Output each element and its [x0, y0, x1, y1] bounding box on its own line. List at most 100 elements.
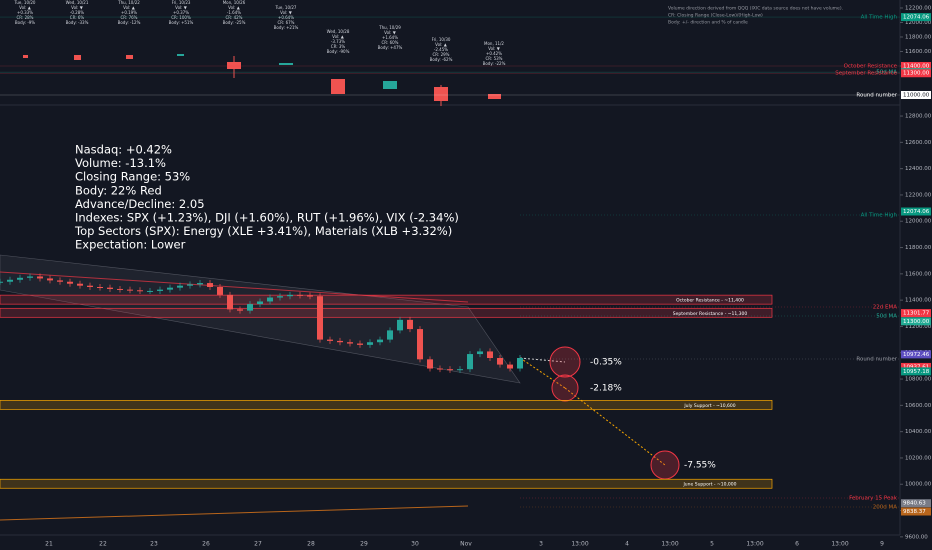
summary-line: Nasdaq: +0.42% — [75, 143, 172, 157]
daily-summary: Vol: ▲ — [332, 34, 345, 39]
ema-line — [0, 271, 469, 303]
mini-candle — [488, 94, 501, 99]
daily-summary: Vol: ▲ — [123, 5, 136, 10]
price-tag — [901, 207, 931, 216]
y-tick-label: 10600.00 — [905, 403, 932, 409]
candle-body — [317, 296, 323, 340]
x-tick-label: 27 — [254, 541, 262, 548]
projection-circle — [551, 374, 579, 402]
zone-label: June Support - ~10,000 — [682, 482, 736, 488]
daily-summary: +0.33% — [17, 10, 33, 15]
candle-body — [0, 281, 3, 283]
candle-body — [437, 368, 443, 370]
projection-line — [564, 387, 666, 466]
candle-body — [357, 343, 363, 345]
daily-summary: Vol: ▼ — [175, 5, 188, 10]
daily-summary: Tue, 10/27 — [275, 5, 297, 10]
daily-summary: Mon, 11/2 — [484, 41, 504, 46]
candle-body — [417, 329, 423, 360]
daily-summary: +0.42% — [486, 51, 502, 56]
zone — [0, 399, 773, 410]
daily-summary: CR: 76% — [121, 15, 138, 20]
candle-body — [117, 288, 123, 290]
candle-body — [407, 319, 413, 330]
candle-body — [57, 280, 63, 282]
x-tick-label: 13:00 — [831, 541, 848, 548]
y-tick-label: 10800.00 — [905, 377, 932, 383]
candle-body — [477, 351, 483, 355]
level-name: October Resistance — [844, 63, 898, 69]
daily-summary: Vol: ▼ — [280, 10, 293, 15]
candle-body — [217, 286, 223, 295]
candle-body — [97, 286, 103, 288]
candle-body — [297, 294, 303, 296]
level-name: September Resistance — [835, 71, 897, 77]
daily-summary: Body: -25% — [223, 20, 246, 25]
price-tag — [901, 499, 931, 508]
daily-summary: Body: -62% — [430, 57, 453, 62]
summary-line: Body: 22% Red — [75, 183, 162, 197]
x-tick-label: 29 — [360, 541, 368, 548]
price-tag — [901, 350, 931, 359]
y-tick-label: 12200.00 — [905, 5, 932, 11]
y-tick-label: 9600.00 — [905, 534, 928, 540]
note: Volume direction derived from QQQ (IXIC … — [668, 6, 843, 12]
y-tick-label: 12000.00 — [905, 20, 932, 26]
y-tick-label: 10400.00 — [905, 429, 932, 435]
daily-summary: CR: 29% — [433, 52, 450, 57]
candle-body — [457, 369, 463, 371]
candle-body — [277, 296, 283, 298]
price-tag-label: 11300.00 — [903, 71, 930, 77]
candle-body — [517, 358, 523, 369]
summary-line: Top Sectors (SPX): Energy (XLE +3.41%), … — [74, 224, 452, 238]
daily-summary: CR: 100% — [171, 15, 191, 20]
candle-body — [17, 277, 23, 280]
note: Body: +/- direction and % of candle — [668, 20, 748, 26]
x-tick-label: 9 — [880, 541, 884, 548]
daily-summary: -0.28% — [70, 10, 84, 15]
level-name: 22d EMA — [873, 305, 897, 311]
daily-summary: Body: +51% — [169, 20, 194, 25]
zone-label: September Resistance - ~11,300 — [673, 311, 748, 317]
daily-summary: CR: 60% — [382, 40, 399, 45]
x-tick-label: 6 — [795, 541, 799, 548]
y-tick-label: 12800.00 — [905, 114, 932, 120]
daily-summary: Vol: ▼ — [488, 46, 501, 51]
level-name: 200d MA — [873, 505, 897, 511]
y-tick-label: 12600.00 — [905, 140, 932, 146]
daily-summary: Wed, 10/21 — [66, 0, 89, 5]
daily-summary: -2.45% — [434, 47, 448, 52]
x-tick-label: Nov — [460, 541, 472, 548]
price-tag — [901, 367, 931, 376]
daily-summary: Mon, 10/26 — [223, 0, 246, 5]
candle-body — [337, 340, 343, 343]
daily-summary: +0.19% — [121, 10, 137, 15]
price-tag-label: 9838.37 — [903, 509, 926, 515]
x-tick-label: 30 — [411, 541, 419, 548]
daily-summary: Fri, 10/30 — [432, 37, 451, 42]
ma200-line — [0, 505, 469, 521]
y-tick-label: 10000.00 — [905, 482, 932, 488]
candle-body — [257, 301, 263, 305]
y-tick-label: 11200.00 — [905, 324, 932, 330]
mini-candle — [331, 79, 345, 94]
y-tick-label: 11400.00 — [905, 298, 932, 304]
projection-line — [519, 357, 566, 363]
daily-summary: CR: 3% — [331, 44, 346, 49]
mini-candles — [23, 54, 501, 106]
summary-line: Expectation: Lower — [75, 238, 186, 252]
x-tick-label: 22 — [99, 541, 107, 548]
daily-summary: Fri, 10/23 — [172, 0, 191, 5]
daily-summary: +0.37% — [173, 10, 189, 15]
price-tag — [901, 90, 931, 99]
candle-body — [467, 354, 473, 370]
zone-label: July Support - ~10,600 — [683, 403, 735, 409]
daily-summary: CR: 6% — [70, 15, 85, 20]
level-name: February 15 Peak — [849, 496, 898, 502]
daily-summary: Body: +21% — [274, 25, 299, 30]
candle-body — [127, 289, 133, 291]
candle-body — [397, 319, 403, 331]
daily-summary: Thu, 10/22 — [117, 0, 140, 5]
x-tick-label: 3 — [539, 541, 543, 548]
